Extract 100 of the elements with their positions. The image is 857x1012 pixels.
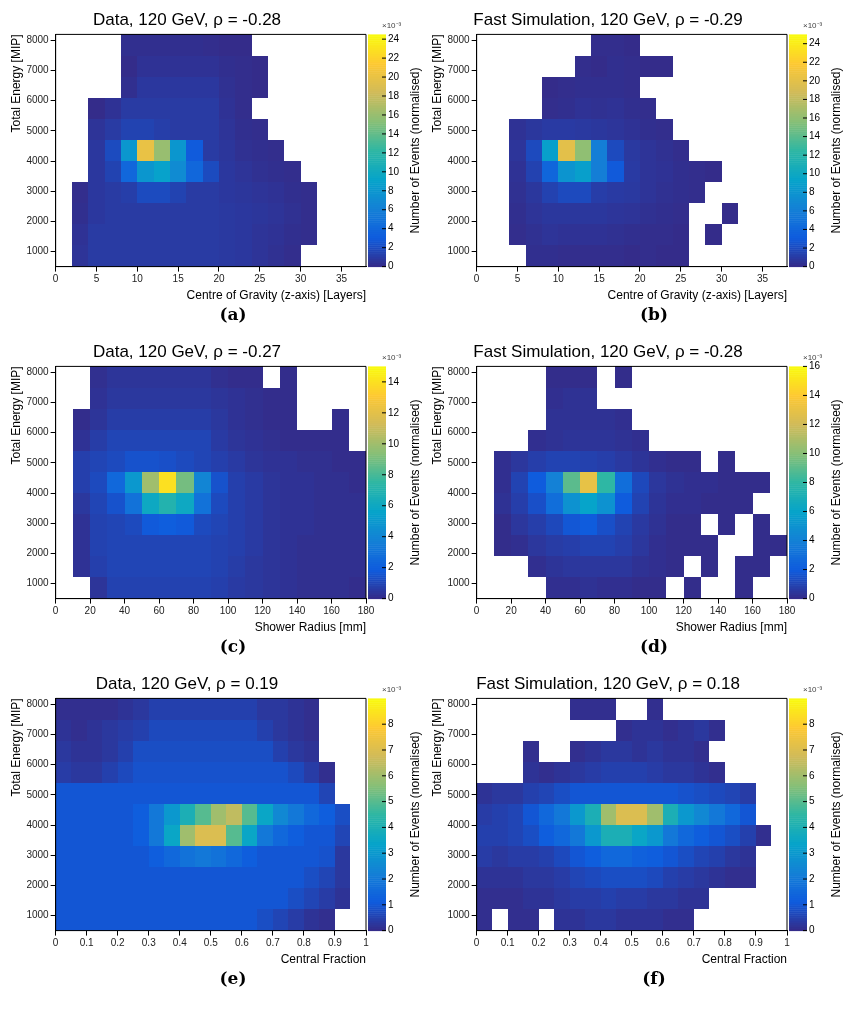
x-tick-label: 20 [634,273,646,285]
color-bar-label: 12 [809,418,821,430]
color-bar-label: 10 [809,167,821,179]
x-tick-label: 180 [778,605,796,617]
y-tick-label: 5000 [447,124,471,136]
x-tick-label: 180 [357,605,375,617]
color-bar-label: 24 [809,37,821,49]
x-tick-label: 120 [675,605,693,617]
x-tick-label: 30 [295,273,307,285]
text: (e) [218,968,248,988]
chart-title: Data, 120 GeV, ρ = 0.19 [95,673,279,693]
text: ×10⁻³ [382,20,402,30]
chart-title: Data, 120 GeV, ρ = -0.27 [92,341,282,361]
color-bar-title: Number of Events (normalised) [408,67,423,234]
x-tick-label: 80 [188,605,200,617]
color-bar-title: Number of Events (normalised) [829,399,844,566]
x-tick-label: 0.6 [234,937,250,949]
y-tick-label: 7000 [447,64,471,76]
y-tick-label: 8000 [26,34,50,46]
y-tick-label: 6000 [26,758,50,770]
y-tick-label: 8000 [447,698,471,710]
color-bar-label: 0 [809,592,815,604]
x-tick-label: 25 [675,273,687,285]
color-bar-label: 0 [388,924,394,936]
y-tick-label: 2000 [447,215,471,227]
text: ×10⁻³ [382,352,402,362]
y-tick-label: 1000 [26,245,50,257]
y-tick-label: 4000 [26,154,50,166]
color-bar-label: 6 [388,499,394,511]
x-tick-label: 60 [574,605,587,617]
color-bar-label: 1 [809,898,815,910]
x-tick-label: 0.9 [749,937,764,949]
x-tick-label: 80 [609,605,621,617]
y-tick-label: 4000 [26,486,50,498]
x-tick-label: 35 [756,273,769,285]
color-bar-label: 4 [388,821,394,833]
y-tick-label: 6000 [447,94,471,106]
color-bar-label: 14 [388,127,400,139]
x-tick-label: 160 [744,605,762,617]
x-tick-label: 35 [335,273,348,285]
color-bar-label: 2 [388,241,394,253]
text: ×10⁻³ [803,20,823,30]
x-tick-label: 60 [153,605,166,617]
x-tick-label: 0 [473,605,480,617]
y-tick-label: 1000 [447,245,471,257]
y-tick-label: 4000 [447,486,471,498]
text: (a) [218,304,248,324]
color-bar-label: 8 [388,717,394,729]
text: (d) [639,636,669,656]
text: ×10⁻³ [803,352,823,362]
y-tick-label: 1000 [26,577,50,589]
x-tick-label: 160 [323,605,341,617]
y-tick-label: 5000 [26,124,50,136]
y-axis-title: Total Energy [MIP] [429,366,444,465]
color-bar-label: 2 [388,872,394,884]
color-bar-label: 1 [388,898,394,910]
y-tick-label: 3000 [447,184,471,196]
y-tick-label: 5000 [26,788,50,800]
color-bar-label: 6 [388,769,394,781]
y-tick-label: 8000 [447,366,471,378]
y-tick-label: 5000 [447,788,471,800]
y-tick-label: 2000 [26,879,50,891]
text: ×10⁻³ [803,684,823,694]
y-tick-label: 1000 [26,909,50,921]
x-tick-label: 5 [93,273,100,285]
y-tick-label: 8000 [26,366,50,378]
color-bar-label: 14 [809,389,821,401]
text: (c) [218,636,248,656]
y-tick-label: 4000 [447,154,471,166]
color-bar-title: Number of Events (normalised) [829,731,844,898]
color-bar-label: 8 [809,186,815,198]
color-bar-label: 10 [388,165,400,177]
y-tick-label: 7000 [26,64,50,76]
x-tick-label: 0.9 [328,937,343,949]
x-tick-label: 0.7 [265,937,281,949]
x-tick-label: 0.4 [172,937,188,949]
text: (b) [639,304,669,324]
chart-title: Fast Simulation, 120 GeV, ρ = -0.28 [473,341,743,361]
color-bar-label: 6 [809,204,815,216]
y-tick-label: 3000 [26,184,50,196]
text: (f) [641,968,667,988]
x-tick-label: 0 [52,937,59,949]
color-bar-label: 16 [809,111,821,123]
x-axis-title: Shower Radius [mm] [254,620,366,635]
y-tick-label: 3000 [26,848,50,860]
color-bar-label: 14 [388,375,400,387]
color-bar-title: Number of Events (normalised) [408,731,423,898]
x-tick-label: 5 [514,273,521,285]
x-tick-label: 0.3 [141,937,157,949]
color-bar-label: 20 [388,70,400,82]
y-axis-title: Total Energy [MIP] [8,366,23,465]
color-bar-label: 0 [388,260,394,272]
color-bar-label: 0 [388,592,394,604]
x-axis-title: Central Fraction [280,952,366,967]
color-bar-label: 10 [388,437,400,449]
y-tick-label: 8000 [447,34,471,46]
y-tick-label: 2000 [447,879,471,891]
y-tick-label: 8000 [26,698,50,710]
y-tick-label: 2000 [26,547,50,559]
x-tick-label: 0.2 [531,937,547,949]
